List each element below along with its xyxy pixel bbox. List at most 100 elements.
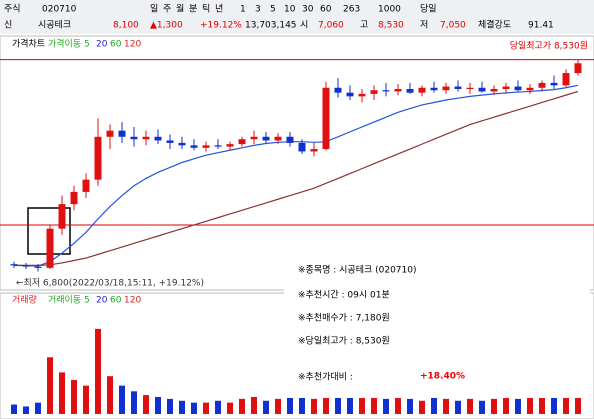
quote-item: 저 — [420, 20, 428, 31]
volume-bar — [539, 395, 545, 414]
toolbar-item[interactable]: 60 — [320, 5, 332, 15]
volume-bar — [239, 398, 245, 414]
volume-bar — [419, 400, 425, 414]
volume-bar — [431, 396, 437, 414]
toolbar-item[interactable]: 당일 — [420, 4, 437, 15]
toolbar-item[interactable]: 년 — [215, 4, 223, 15]
candle-body — [118, 130, 126, 137]
toolbar-item[interactable]: 5 — [270, 5, 276, 15]
candle-body — [502, 86, 510, 89]
volume-bar — [215, 400, 221, 414]
toolbar-item[interactable]: 3 — [255, 5, 261, 15]
quote-item: ▲1,300 — [150, 21, 183, 31]
volume-bar — [263, 400, 269, 414]
quote-item: 시공테크 — [38, 20, 71, 31]
volume-bar — [95, 328, 101, 414]
quote-item: 7,060 — [318, 21, 344, 31]
candle-body — [82, 179, 90, 192]
volume-bar — [383, 398, 389, 414]
volume-bar — [35, 402, 41, 414]
moving-average — [14, 90, 579, 266]
candle-body — [250, 136, 258, 140]
volume-bar — [395, 396, 401, 414]
volume-legend: 거래량 — [12, 294, 37, 306]
candle-body — [130, 136, 138, 140]
candle-body — [478, 87, 486, 92]
volume-bar — [251, 396, 257, 414]
overlay-box — [284, 252, 590, 398]
toolbar-item[interactable]: 020710 — [42, 5, 77, 15]
candle-body — [490, 89, 498, 92]
toolbar-item[interactable]: 주식 — [4, 4, 21, 15]
moving-average — [13, 84, 579, 267]
quote-item: 8,100 — [113, 21, 139, 31]
candle-body — [262, 136, 270, 141]
overlay-text: ※추천매수가 : 7,180원 — [298, 313, 390, 324]
toolbar-item[interactable]: 263 — [343, 5, 360, 15]
toolbar-bg — [0, 0, 594, 34]
candle-body — [382, 90, 390, 92]
candle-body — [454, 86, 462, 89]
candle-body — [442, 86, 450, 91]
volume-bar — [59, 372, 65, 414]
volume-bar — [443, 398, 449, 414]
candle-body — [178, 142, 186, 146]
candle-body — [22, 265, 30, 267]
candle-body — [190, 145, 198, 148]
volume-bar — [203, 402, 209, 414]
candle-body — [574, 63, 582, 74]
volume-bar — [191, 402, 197, 414]
volume-legend: 60 — [110, 296, 122, 306]
candle-body — [310, 149, 318, 152]
quote-item: 시 — [300, 20, 308, 31]
price-legend: 120 — [124, 40, 141, 50]
volume-legend: 거래이동 5 — [48, 295, 90, 306]
toolbar-item[interactable]: 10 — [284, 5, 296, 15]
volume-legend: 20 — [96, 296, 108, 306]
candle-body — [514, 86, 522, 91]
volume-bar — [359, 395, 365, 414]
volume-bar — [551, 391, 557, 414]
toolbar-item[interactable]: 30 — [302, 5, 314, 15]
candle-body — [10, 264, 18, 266]
candle-body — [526, 87, 534, 91]
candle-body — [214, 145, 222, 147]
toolbar-item[interactable]: 분 — [189, 4, 197, 15]
candle-body — [274, 136, 282, 141]
volume-bar — [467, 398, 473, 414]
volume-bar — [119, 385, 125, 414]
candle-body — [334, 87, 342, 93]
volume-bar — [563, 385, 569, 414]
quote-item: 8,530 — [378, 21, 404, 31]
candle-body — [94, 136, 102, 180]
volume-bar — [71, 379, 77, 414]
overlay-text: ※종목명 : 시공테크 (020710) — [298, 265, 417, 276]
toolbar-item[interactable]: 일 — [150, 4, 158, 15]
candle-body — [538, 82, 546, 88]
volume-bar — [371, 396, 377, 414]
price-legend: 20 — [96, 40, 108, 50]
price-pane — [0, 35, 594, 291]
toolbar-item[interactable]: 1 — [240, 5, 246, 15]
candle-body — [430, 87, 438, 91]
toolbar-item[interactable]: 주 — [163, 4, 171, 15]
toolbar-item[interactable]: 1000 — [378, 5, 401, 15]
candle-body — [70, 191, 78, 205]
toolbar-item[interactable]: 틱 — [202, 3, 210, 15]
quote-item: 체결강도 — [478, 20, 511, 31]
volume-legend: 120 — [124, 296, 141, 306]
volume-bar — [491, 398, 497, 414]
volume-bar — [407, 398, 413, 414]
candle-body — [466, 87, 474, 89]
price-legend: 가격이동 5 — [48, 38, 90, 50]
volume-bar — [287, 396, 293, 414]
toolbar-item[interactable]: 월 — [176, 3, 184, 15]
volume-bar — [515, 398, 521, 414]
price-legend: 60 — [110, 40, 122, 50]
candle-body — [322, 87, 330, 150]
overlay-text: ※추천가대비 : — [298, 372, 353, 383]
overlay-text: ※추천시간 : 09시 01분 — [298, 290, 390, 301]
volume-bar — [155, 396, 161, 414]
candle-body — [142, 136, 150, 140]
